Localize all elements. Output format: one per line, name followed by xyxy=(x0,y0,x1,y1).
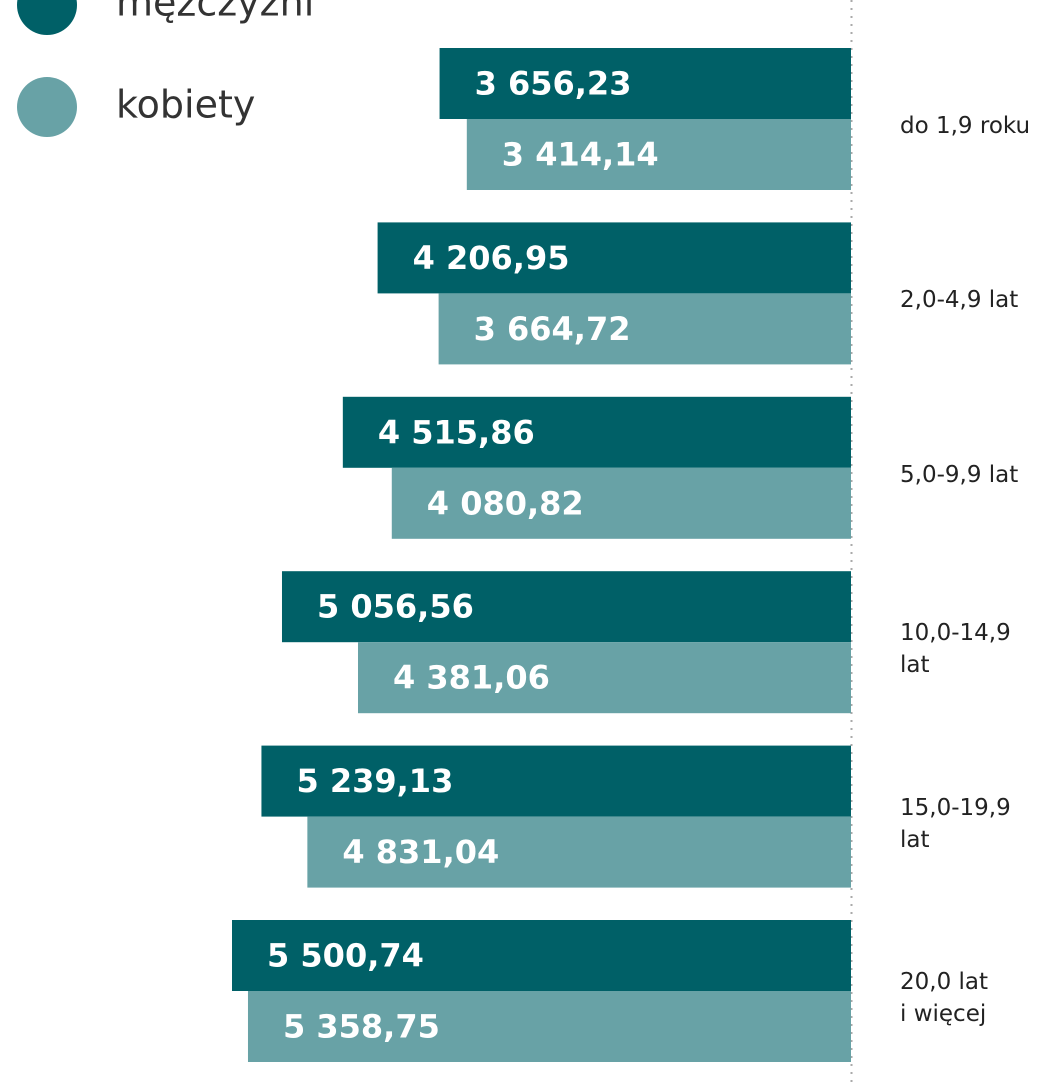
value-label: 4 080,82 xyxy=(427,484,584,522)
legend-label: kobiety xyxy=(116,83,255,127)
value-label: 4 206,95 xyxy=(413,239,570,277)
value-label: 5 056,56 xyxy=(317,588,474,626)
bar xyxy=(357,642,851,714)
bar xyxy=(247,991,852,1062)
bar xyxy=(438,293,851,365)
value-label: 4 381,06 xyxy=(393,659,550,697)
bar xyxy=(377,222,851,294)
value-label: 4 515,86 xyxy=(378,413,535,451)
bar xyxy=(439,48,851,119)
bar xyxy=(261,745,851,817)
legend-swatch xyxy=(17,77,77,137)
value-label: 5 358,75 xyxy=(283,1008,440,1046)
legend-swatch xyxy=(17,0,77,35)
category-label: 5,0-9,9 lat xyxy=(900,461,1019,488)
value-label: 5 239,13 xyxy=(296,762,453,800)
bar xyxy=(391,467,851,539)
category-label: 2,0-4,9 lat xyxy=(900,287,1019,314)
category-label: do 1,9 roku xyxy=(900,113,1031,139)
bar xyxy=(281,571,851,643)
value-label: 3 664,72 xyxy=(474,310,631,348)
bar xyxy=(466,119,851,190)
category-label: 20,0 lat i więcej xyxy=(900,969,989,1027)
value-label: 4 831,04 xyxy=(342,833,499,871)
value-label: 3 414,14 xyxy=(502,136,659,174)
bar xyxy=(232,920,851,991)
category-label: 10,0-14,9 lat xyxy=(900,620,1011,679)
value-label: 3 656,23 xyxy=(475,65,632,103)
bar xyxy=(342,396,851,468)
category-label: 15,0-19,9 lat xyxy=(900,794,1011,853)
legend-label: mężczyźni xyxy=(116,0,314,25)
value-label: 5 500,74 xyxy=(267,937,424,975)
bar xyxy=(307,816,851,888)
